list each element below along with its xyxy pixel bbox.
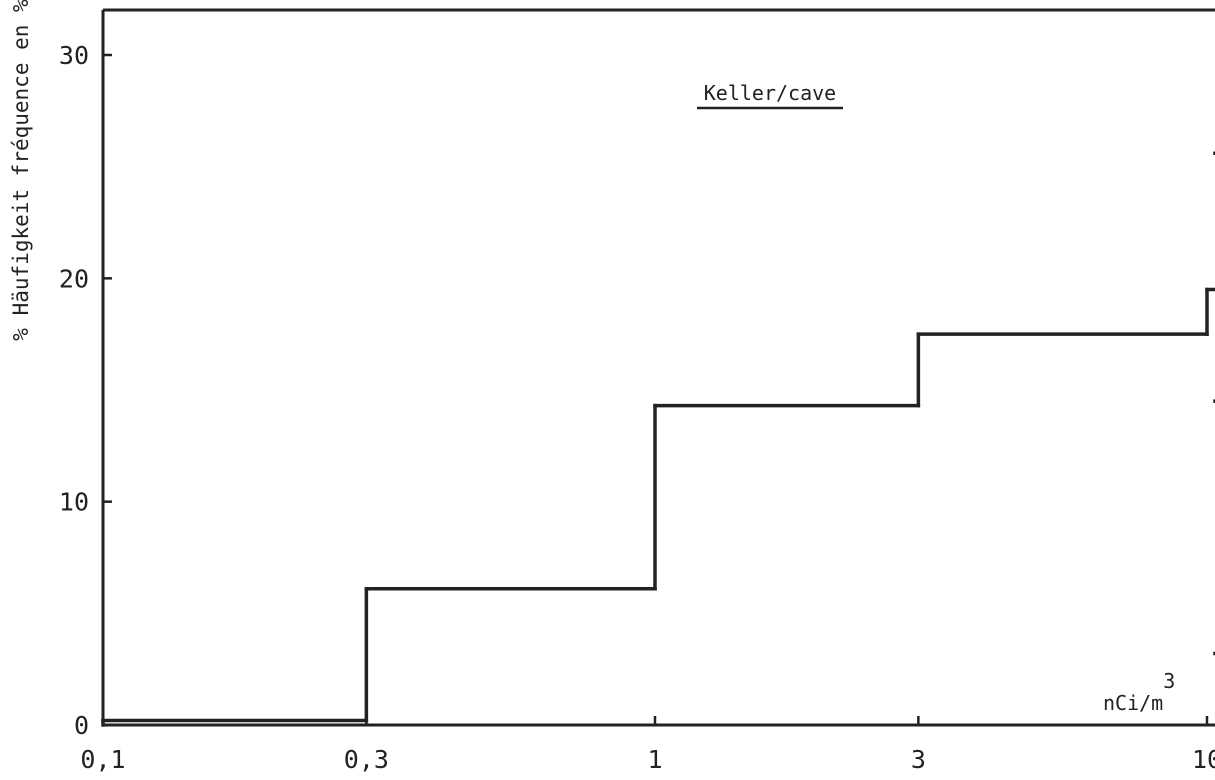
plot-frame <box>101 8 1215 727</box>
x-axis: 0,10,3131030100300 <box>80 716 1215 774</box>
x-tick-label: 3 <box>911 745 926 774</box>
y-tick-label: 30 <box>59 41 89 70</box>
x-tick-label: 1 <box>647 745 662 774</box>
chart-title: Keller/cave <box>704 81 836 105</box>
y-tick-label: 10 <box>59 488 89 517</box>
histogram-bars <box>101 151 1215 727</box>
x-tick-label: 10 <box>1192 745 1215 774</box>
y-axis: 0 10 20 30 <box>59 41 112 740</box>
x-axis-unit-text: nCi/m <box>1103 691 1163 715</box>
x-axis-unit-label: nCi/m3 <box>1103 669 1175 715</box>
x-axis-unit-superscript: 3 <box>1163 669 1175 693</box>
x-tick-label: 0,3 <box>344 745 389 774</box>
y-tick-label: 20 <box>59 264 89 293</box>
y-tick-label: 0 <box>74 711 89 740</box>
x-tick-label: 0,1 <box>80 745 125 774</box>
y-axis-label: % Häufigkeit fréquence en % <box>9 0 33 341</box>
